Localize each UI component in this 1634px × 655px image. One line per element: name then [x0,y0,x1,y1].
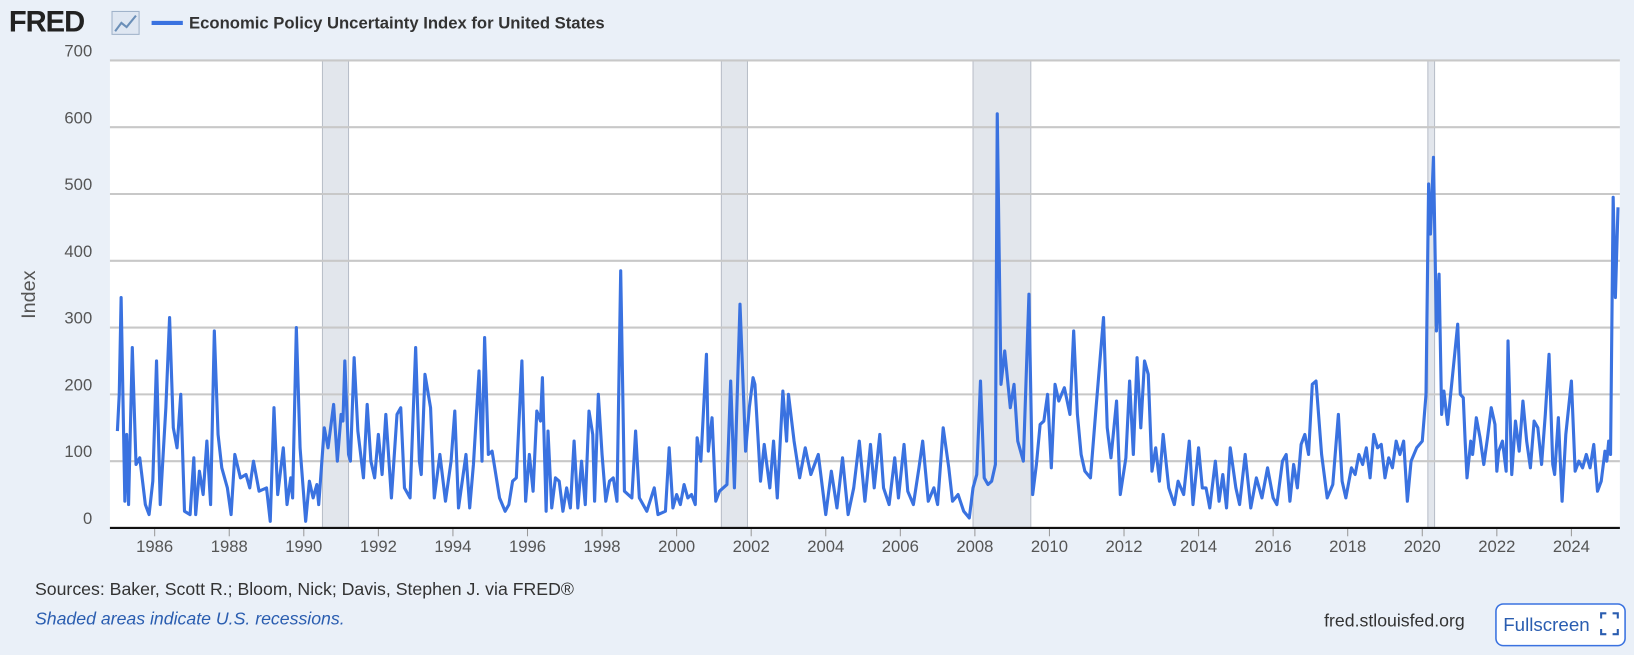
x-tick-label: 2022 [1478,537,1515,556]
y-tick-label: 500 [64,175,92,194]
x-tick-label: 2020 [1404,537,1441,556]
y-tick-label: 400 [64,242,92,261]
x-tick-label: 1994 [434,537,471,556]
x-tick-label: 2024 [1553,537,1590,556]
x-tick-label: 2016 [1255,537,1292,556]
recession-band [1427,59,1436,529]
x-tick-label: 2002 [733,537,770,556]
x-tick-label: 1996 [509,537,546,556]
x-tick-label: 2004 [807,537,844,556]
x-tick-label: 2006 [882,537,919,556]
x-tick-label: 2012 [1105,537,1142,556]
source: Sources: Baker, Scott R.; Bloom, Nick; D… [35,579,574,599]
y-axis-label: Index [18,270,40,318]
y-tick-label: 300 [64,309,92,328]
y-tick-label: 700 [64,41,92,60]
x-tick-label: 2010 [1031,537,1068,556]
x-tick-label: 2000 [658,537,695,556]
site-url: fred.stlouisfed.org [1324,610,1465,630]
y-tick-label: 200 [64,375,92,394]
x-tick-label: 1986 [136,537,173,556]
x-tick-label: 2008 [956,537,993,556]
button-label[interactable]: Fullscreen [1503,614,1589,635]
x-tick-label: 2014 [1180,537,1217,556]
logo: FRED [9,7,84,39]
x-tick-label: 2018 [1329,537,1366,556]
legend-label: Economic Policy Uncertainty Index for Un… [189,13,605,32]
x-tick-label: 1988 [211,537,248,556]
fullscreen-button[interactable]: Fullscreen [1495,603,1626,647]
y-tick-label: 100 [64,442,92,461]
recession-note: Shaded areas indicate U.S. recessions. [35,608,345,628]
y-tick-label: 0 [83,509,92,528]
logo-icon [111,10,140,35]
x-tick-label: 1990 [285,537,322,556]
x-tick-label: 1998 [584,537,621,556]
x-tick-label: 1992 [360,537,397,556]
recession-band [321,59,350,529]
y-tick-label: 600 [64,108,92,127]
series-line [115,112,1620,523]
